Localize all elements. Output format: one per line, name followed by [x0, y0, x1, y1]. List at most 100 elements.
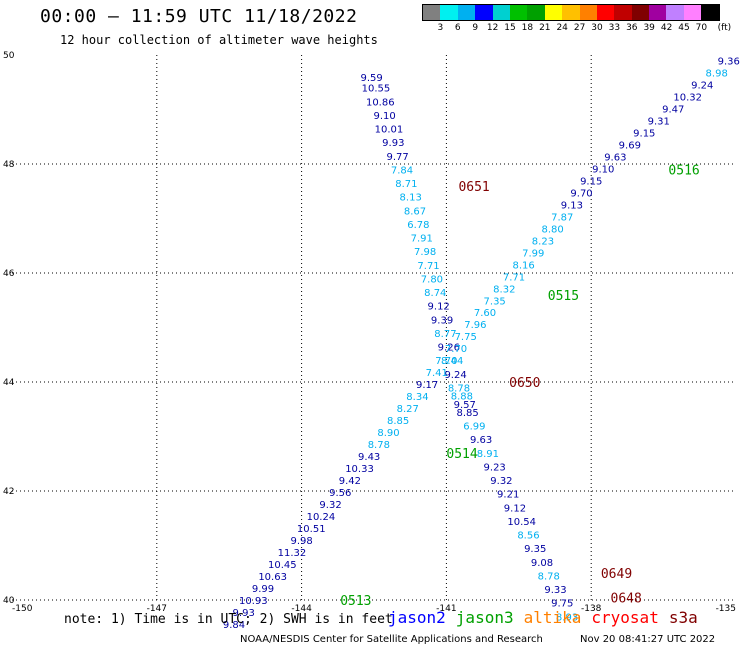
- color-scale-label: 12: [486, 23, 499, 33]
- wave-height-point: 10.01: [375, 125, 404, 136]
- wave-height-point: 7.87: [551, 212, 573, 223]
- wave-height-point: 10.51: [297, 524, 326, 535]
- wave-height-point: 8.13: [400, 193, 422, 204]
- wave-height-point: 10.93: [239, 596, 268, 607]
- color-swatch: [475, 5, 493, 20]
- y-tick-label: 40: [3, 596, 15, 606]
- x-tick-label: -150: [12, 604, 33, 614]
- wave-height-point: 10.45: [268, 560, 297, 571]
- wave-height-point: 9.35: [524, 544, 546, 555]
- color-scale-label: 27: [573, 23, 586, 33]
- wave-height-point: 8.27: [397, 404, 419, 415]
- color-scale-label: 9: [472, 23, 479, 33]
- x-tick-label: -141: [436, 604, 456, 614]
- wave-height-point: 6.99: [463, 422, 485, 433]
- wave-height-point: 8.80: [541, 224, 563, 235]
- wave-height-point: 10.32: [673, 92, 702, 103]
- wave-height-point: 9.12: [504, 503, 526, 514]
- wave-height-point: 9.77: [387, 152, 409, 163]
- pass-time-label: 0514: [446, 447, 477, 462]
- legend-entry: cryosat: [591, 608, 659, 627]
- y-tick-label: 44: [3, 378, 15, 388]
- color-swatch: [666, 5, 684, 20]
- wave-height-point: 9.15: [633, 128, 655, 139]
- wave-height-point: 8.34: [406, 392, 428, 403]
- color-scale-unit: (ft): [717, 23, 732, 33]
- wave-height-point: 9.56: [329, 488, 351, 499]
- wave-height-point: 7.98: [414, 247, 436, 258]
- page-title: 00:00 – 11:59 UTC 11/18/2022: [40, 6, 358, 27]
- wave-height-point: 8.67: [404, 206, 426, 217]
- wave-height-point: 7.70: [445, 344, 467, 355]
- satellite-legend: jason2 jason3 altika cryosat s3a: [388, 608, 708, 627]
- wave-height-point: 7.75: [455, 332, 477, 343]
- wave-height-point: 7.71: [503, 272, 525, 283]
- color-swatch: [649, 5, 667, 20]
- footnote: note: 1) Time is in UTC; 2) SWH is in fe…: [64, 612, 393, 627]
- wave-height-point: 9.26: [438, 343, 460, 354]
- color-swatch: [423, 5, 441, 20]
- legend-entry: s3a: [668, 608, 698, 627]
- wave-height-color-scale: 3 6 9 12 15 18 21 24 27 30 33 36 39 42 45 70 (ft): [422, 4, 732, 35]
- wave-height-point: 7.35: [484, 296, 506, 307]
- wave-height-point: 9.32: [319, 500, 341, 511]
- wave-height-point: 8.78: [368, 440, 390, 451]
- color-scale-label: 39: [643, 23, 655, 33]
- x-tick-label: -144: [291, 604, 312, 614]
- color-scale-label: 3: [437, 23, 444, 33]
- x-tick-label: -138: [581, 604, 602, 614]
- color-scale-label: 45: [678, 23, 690, 33]
- color-scale-label: 24: [556, 23, 568, 33]
- color-scale-label: 36: [626, 23, 638, 33]
- wave-height-point: 9.33: [544, 585, 566, 596]
- wave-height-point: 8.91: [477, 449, 499, 460]
- x-tick-label: -147: [147, 604, 167, 614]
- color-scale-label: 33: [608, 23, 621, 33]
- wave-height-point: 9.21: [497, 490, 519, 501]
- wave-height-point: 9.93: [382, 138, 404, 149]
- color-scale-labels: 3 6 9 12 15 18 21 24 27 30 33 36 39 42 45 70 (ft): [422, 21, 732, 35]
- wave-height-point: 10.33: [345, 464, 374, 475]
- wave-height-point: 10.55: [362, 84, 391, 95]
- wave-height-point: 9.36: [718, 56, 740, 67]
- wave-height-point: 9.63: [470, 435, 492, 446]
- y-tick-label: 42: [3, 487, 14, 497]
- wave-height-point: 7.91: [411, 234, 433, 245]
- wave-height-point: 9.70: [570, 188, 592, 199]
- wave-height-point: 6.78: [407, 220, 429, 231]
- wave-height-point: 9.08: [531, 558, 553, 569]
- wave-height-point: 7.71: [417, 261, 439, 272]
- color-swatch: [596, 5, 615, 20]
- color-swatch: [579, 5, 597, 20]
- wave-height-point: 9.12: [428, 302, 450, 313]
- wave-height-point: 7.60: [474, 308, 496, 319]
- color-swatch: [614, 5, 632, 20]
- wave-height-point: 8.93: [556, 612, 578, 623]
- wave-height-point: 10.54: [507, 517, 536, 528]
- color-scale-label: 18: [521, 23, 534, 33]
- wave-height-point: 8.77: [434, 329, 456, 340]
- wave-height-point: 8.16: [512, 260, 534, 271]
- color-swatch: [492, 5, 510, 20]
- wave-height-point: 7.84: [391, 165, 413, 176]
- wave-height-point: 9.63: [604, 152, 626, 163]
- wave-height-point: 8.88: [451, 392, 473, 403]
- wave-height-point: 8.78: [448, 383, 470, 394]
- wave-height-point: 9.10: [592, 164, 614, 175]
- page-subtitle: 12 hour collection of altimeter wave hei…: [60, 33, 378, 47]
- wave-height-point: 8.85: [387, 416, 409, 427]
- wave-height-point: 9.42: [339, 476, 361, 487]
- wave-height-point: 9.17: [416, 380, 438, 391]
- y-tick-label: 50: [3, 51, 15, 61]
- wave-height-point: 11.32: [278, 548, 307, 559]
- wave-height-point: 8.78: [538, 571, 560, 582]
- wave-height-point: 8.74: [424, 288, 446, 299]
- wave-height-point: 8.98: [706, 68, 728, 79]
- color-scale-label: 30: [591, 23, 603, 33]
- color-scale-swatches: [422, 4, 720, 21]
- pass-time-label: 0516: [668, 163, 699, 178]
- pass-time-label: 0651: [458, 180, 489, 195]
- wave-height-point: 9.10: [373, 111, 395, 122]
- wave-height-point: 8.23: [532, 236, 554, 247]
- color-scale-label: 15: [504, 23, 516, 33]
